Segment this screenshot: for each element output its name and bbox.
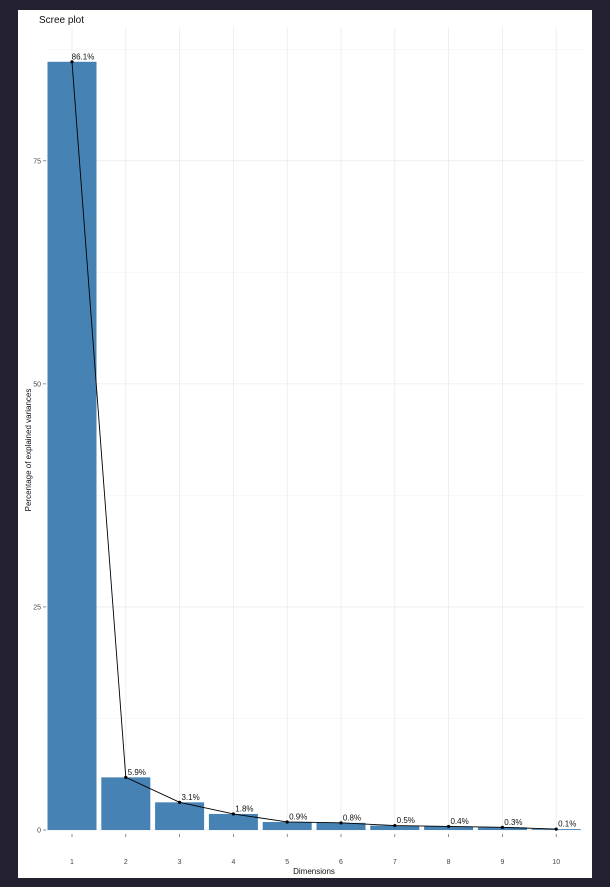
bars <box>47 61 581 830</box>
bar <box>262 821 312 830</box>
line-point <box>70 60 74 64</box>
scree-plot-chart: 86.1% 5.9% 3.1% 1.8% 0.9% 0.8% 0.5% 0.4% 0.3% 0.1… <box>24 15 584 876</box>
y-tick-label: 0 <box>37 828 41 835</box>
data-label: 0.5% <box>397 816 415 825</box>
bar <box>316 822 366 830</box>
line-point <box>393 823 397 828</box>
x-axis: 1 2 3 4 5 6 7 8 9 10 <box>70 834 560 866</box>
data-label: 0.3% <box>504 818 522 827</box>
x-tick-label: 4 <box>231 859 235 866</box>
line-point <box>554 827 558 831</box>
bar <box>424 826 474 830</box>
variance-line <box>70 60 558 831</box>
x-tick-label: 8 <box>447 859 451 866</box>
data-label: 1.8% <box>235 804 253 813</box>
chart-panel: 86.1% 5.9% 3.1% 1.8% 0.9% 0.8% 0.5% 0.4% 0.3% 0.1… <box>18 10 592 878</box>
line-point <box>339 821 343 825</box>
y-tick-label: 25 <box>33 604 41 611</box>
data-label: 86.1% <box>72 52 95 61</box>
data-labels: 86.1% 5.9% 3.1% 1.8% 0.9% 0.8% 0.5% 0.4% 0.3% 0.1… <box>72 52 577 828</box>
bar <box>155 802 205 830</box>
variance-polyline <box>71 61 557 830</box>
x-tick-label: 9 <box>500 859 504 866</box>
y-tick-label: 50 <box>33 381 41 388</box>
data-label: 3.1% <box>181 793 199 802</box>
chart-title: Scree plot <box>39 15 84 26</box>
bar <box>370 825 420 830</box>
data-label: 5.9% <box>128 768 146 777</box>
bar <box>208 813 258 830</box>
x-tick-label: 10 <box>552 859 560 866</box>
line-point <box>447 824 451 829</box>
x-tick-label: 5 <box>285 859 289 866</box>
x-tick-label: 6 <box>339 859 343 866</box>
bar <box>101 777 151 830</box>
x-tick-label: 2 <box>124 859 128 866</box>
line-point <box>231 812 235 816</box>
x-tick-label: 3 <box>178 859 182 866</box>
grid-lines <box>46 27 584 831</box>
x-tick-label: 1 <box>70 859 74 866</box>
line-point <box>178 800 182 804</box>
x-axis-title: Dimensions <box>293 867 335 876</box>
data-label: 0.9% <box>289 812 307 821</box>
data-label: 0.1% <box>558 820 576 829</box>
bar <box>47 61 97 830</box>
x-tick-label: 7 <box>393 859 397 866</box>
line-point <box>124 775 128 779</box>
y-axis-title: Percentage of explained variances <box>24 389 33 512</box>
line-point <box>285 820 289 824</box>
data-label: 0.4% <box>450 817 468 826</box>
data-label: 0.8% <box>343 813 361 822</box>
line-point <box>500 825 504 829</box>
y-axis: 0 25 50 75 <box>33 158 46 835</box>
y-tick-label: 75 <box>33 158 41 165</box>
